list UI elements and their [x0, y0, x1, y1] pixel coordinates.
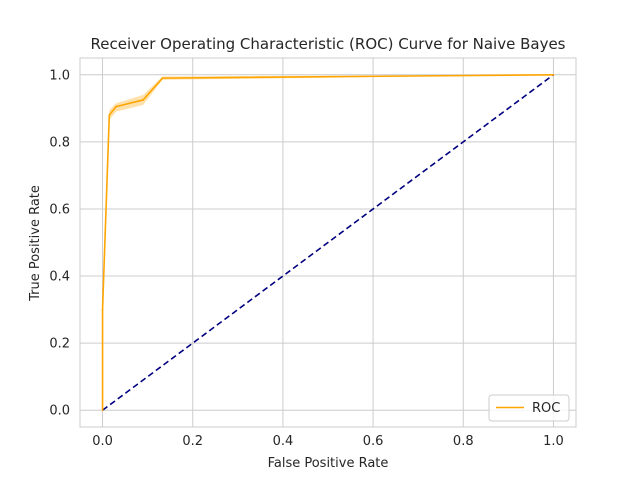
- chart-title: Receiver Operating Characteristic (ROC) …: [91, 35, 566, 53]
- x-tick-label: 0.0: [92, 434, 113, 449]
- diagonal-reference-line: [102, 74, 554, 411]
- y-axis-label: True Positive Rate: [28, 185, 43, 302]
- roc-point: [552, 73, 555, 76]
- roc-point: [142, 99, 145, 101]
- x-tick-label: 0.2: [182, 434, 203, 449]
- legend-box: [488, 394, 570, 422]
- x-tick-label: 0.8: [453, 434, 474, 449]
- x-tick-label: 0.6: [363, 434, 384, 449]
- y-tick-label: 0.2: [49, 337, 70, 352]
- x-tick-label: 0.4: [273, 434, 294, 449]
- y-tick-label: 0.6: [49, 202, 70, 217]
- roc-point: [101, 409, 104, 412]
- y-tick-label: 1.0: [49, 68, 70, 83]
- y-tick-label: 0.0: [49, 404, 70, 419]
- tick-labels: 0.0 0.2 0.4 0.6 0.8 1.0 0.0 0.2 0.4 0.6 0.8 1.0: [49, 68, 563, 449]
- roc-point: [161, 77, 164, 80]
- legend-label-roc: ROC: [532, 401, 560, 416]
- roc-point: [101, 308, 104, 311]
- grid: [80, 58, 576, 427]
- x-tick-label: 1.0: [543, 434, 564, 449]
- legend: ROC: [488, 394, 570, 422]
- plot-area-frame: [79, 57, 577, 428]
- y-tick-label: 0.4: [49, 270, 70, 285]
- x-axis-label: False Positive Rate: [268, 456, 389, 471]
- roc-point: [115, 105, 117, 108]
- y-tick-label: 0.8: [49, 135, 70, 150]
- data-layer: [101, 73, 555, 412]
- roc-point: [108, 114, 111, 116]
